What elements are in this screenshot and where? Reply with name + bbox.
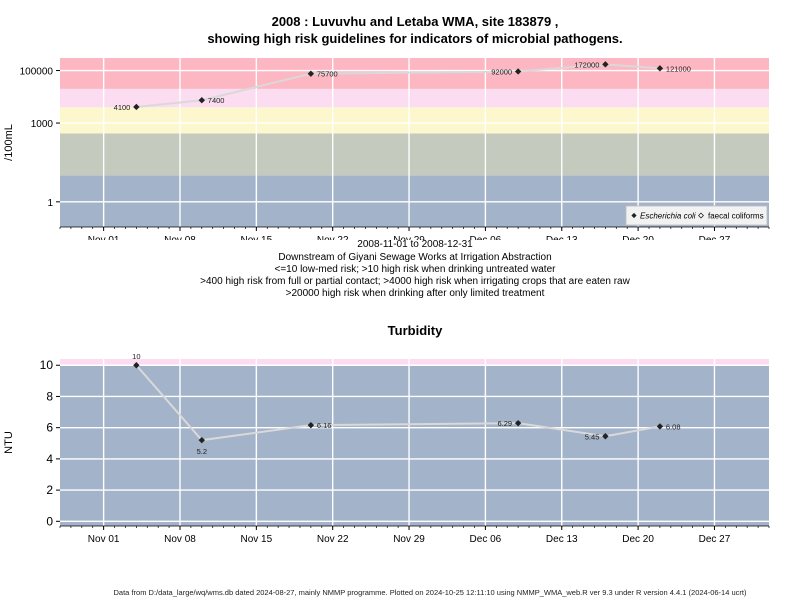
data-point <box>514 419 522 427</box>
data-point <box>198 97 205 104</box>
y-tick-label: 10 <box>40 358 54 372</box>
x-tick-label: Dec 20 <box>622 534 654 545</box>
page-title: 2008 : Luvuvhu and Letaba WMA, site 1838… <box>271 14 559 29</box>
legend-box <box>625 205 768 226</box>
turbidity-chart-title: Turbidity <box>387 323 443 338</box>
y-tick-label: 1 <box>47 198 53 209</box>
data-point <box>133 362 140 369</box>
data-point <box>198 436 205 444</box>
x-tick-label: Nov 01 <box>88 534 120 545</box>
data-label: 6.08 <box>666 422 681 431</box>
subtitle-guideline-3: >20000 high risk when drinking after onl… <box>285 288 545 299</box>
x-tick-label: Dec 27 <box>699 534 731 545</box>
data-label: 5.2 <box>197 447 207 456</box>
x-tick-label: Nov 15 <box>240 534 272 545</box>
data-label: 75700 <box>317 70 338 79</box>
legend-label: faecal coliforms <box>708 212 764 221</box>
series-line <box>135 364 661 442</box>
x-tick-label: Dec 20 <box>622 235 654 240</box>
y-axis-label: NTU <box>3 431 15 454</box>
y-axis-label: /100mL <box>3 124 15 161</box>
data-label: 121000 <box>666 64 691 73</box>
x-tick-label: Nov 29 <box>393 534 425 545</box>
data-point <box>514 68 522 75</box>
legend-marker-open-diamond <box>698 212 704 219</box>
data-point <box>656 423 664 430</box>
data-label: 92000 <box>491 67 512 76</box>
x-tick-label: Dec 27 <box>699 235 731 240</box>
y-tick-label: 6 <box>46 421 53 435</box>
x-tick-label: Dec 06 <box>470 534 502 545</box>
data-label: 6.29 <box>498 419 513 428</box>
data-label: 5.45 <box>585 432 600 441</box>
data-point <box>133 103 140 111</box>
page-title-line2: showing high risk guidelines for indicat… <box>207 31 623 46</box>
x-tick-label: Nov 08 <box>164 235 196 240</box>
data-point <box>602 61 609 68</box>
legend-marker-filled-diamond <box>631 212 637 219</box>
data-point <box>307 70 315 77</box>
data-label: 172000 <box>574 60 599 69</box>
turbidity-chart: Nov 01 Nov 08 Nov 15 Nov 22 Nov 29 Dec 06 Dec … <box>3 352 770 545</box>
x-tick-label: Nov 29 <box>393 235 425 240</box>
plot-background <box>60 359 769 526</box>
data-point <box>656 65 664 72</box>
x-tick-label: Dec 13 <box>546 534 578 545</box>
y-tick-label: 2 <box>46 483 53 497</box>
microbial-chart: Nov 01 Nov 08 Nov 15 Nov 22 Nov 29 Dec 06 Dec … <box>3 58 770 240</box>
data-label: 4100 <box>114 103 131 112</box>
y-tick-label: 8 <box>46 389 53 403</box>
subtitle-site-description: Downstream of Giyani Sewage Works at Irr… <box>278 252 552 263</box>
subtitle-date-range: 2008-11-01 to 2008-12-31 <box>357 239 473 250</box>
series-line <box>136 63 660 108</box>
footer-note: Data from D:/data_large/wq/wms.db dated … <box>113 588 747 597</box>
band-medium-risk <box>60 133 769 176</box>
x-tick-label: Dec 13 <box>546 235 578 240</box>
y-tick-label: 0 <box>46 514 53 528</box>
y-tick-label: 1000 <box>31 119 54 130</box>
subtitle-guideline-1: <=10 low-med risk; >10 high risk when dr… <box>274 264 556 275</box>
x-tick-label: Nov 22 <box>317 534 349 545</box>
x-tick-label: Nov 15 <box>240 235 272 240</box>
band-high-turbidity <box>60 359 769 366</box>
data-point <box>307 421 315 429</box>
subtitle-guideline-2: >400 high risk from full or partial cont… <box>200 276 630 287</box>
data-point <box>602 433 609 440</box>
x-tick-label: Nov 08 <box>164 534 196 545</box>
x-tick-label: Nov 22 <box>317 235 349 240</box>
y-tick-label: 100000 <box>20 67 54 78</box>
legend-label: Escherichia coli <box>640 212 696 221</box>
data-label: 7400 <box>208 96 225 105</box>
data-label: 10 <box>132 352 140 361</box>
band-irrigation-risk <box>60 88 769 108</box>
x-tick-label: Dec 06 <box>470 235 502 240</box>
y-tick-label: 4 <box>46 452 53 466</box>
x-tick-label: Nov 01 <box>88 235 120 240</box>
band-contact-risk <box>60 107 769 134</box>
data-label: 6.16 <box>317 421 332 430</box>
